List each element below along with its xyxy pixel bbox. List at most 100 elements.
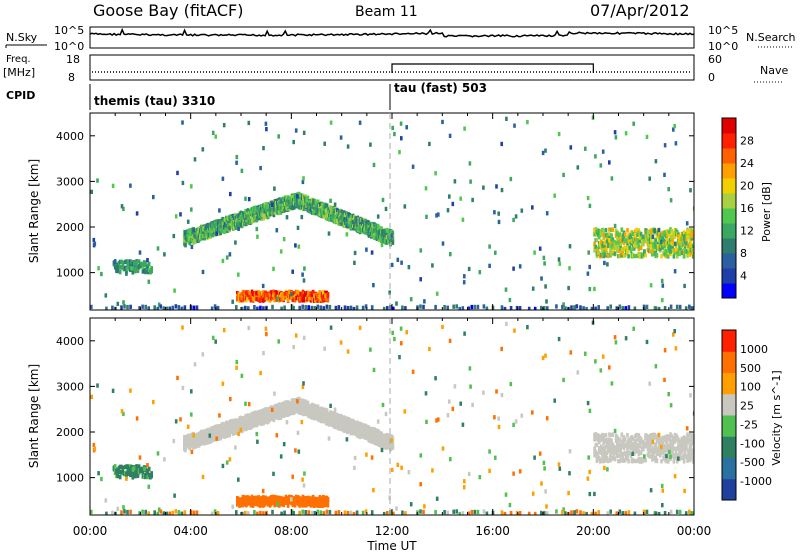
heatmap-cell (668, 229, 671, 234)
heatmap-cell (336, 412, 339, 417)
heatmap-cell (391, 240, 395, 245)
heatmap-cell (388, 290, 391, 295)
heatmap-cell (419, 277, 422, 282)
heatmap-cell (319, 305, 323, 310)
heatmap-cell (544, 148, 547, 153)
heatmap-cell (256, 306, 259, 310)
heatmap-cell (595, 237, 599, 242)
heatmap-cell (562, 172, 565, 178)
heatmap-cell (129, 262, 132, 267)
heatmap-cell (684, 306, 688, 310)
heatmap-cell (672, 254, 676, 259)
heatmap-cell (626, 235, 629, 240)
heatmap-cell (663, 143, 667, 148)
heatmap-cell (136, 268, 140, 274)
heatmap-cell (193, 157, 197, 162)
heatmap-cell (650, 234, 653, 240)
heatmap-cell (543, 306, 546, 310)
heatmap-cell (531, 286, 535, 291)
heatmap-cell (179, 212, 182, 217)
heatmap-cell (349, 225, 353, 230)
heatmap-cell (337, 305, 341, 310)
heatmap-cell (428, 141, 431, 147)
heatmap-cell (482, 304, 486, 309)
heatmap-cell (218, 429, 221, 435)
noise-right-tick-bottom: 10^0 (708, 40, 738, 53)
heatmap-cell (369, 142, 372, 147)
heatmap-cell (294, 128, 298, 133)
heatmap-cell (505, 116, 508, 121)
heatmap-cell (613, 245, 617, 250)
heatmap-cell (674, 141, 678, 146)
cpid-label: CPID (6, 89, 35, 102)
heatmap-cell (670, 241, 673, 246)
heatmap-cell (147, 306, 150, 310)
heatmap-cell (345, 232, 349, 237)
heatmap-cell (264, 290, 267, 295)
heatmap-cell (632, 121, 635, 126)
noise-left-tick-bottom: 10^0 (54, 40, 84, 53)
heatmap-cell (639, 245, 643, 250)
heatmap-cell (339, 135, 343, 140)
heatmap-cell (126, 266, 130, 271)
heatmap-cell (162, 306, 166, 310)
heatmap-cell (150, 269, 153, 274)
heatmap-cell (230, 216, 234, 221)
heatmap-cell (512, 266, 515, 271)
heatmap-cell (292, 139, 295, 145)
heatmap-cell (642, 304, 646, 309)
heatmap-cell (512, 217, 515, 223)
date-title: 07/Apr/2012 (590, 1, 690, 20)
heatmap-cell (257, 290, 261, 295)
heatmap-cell (690, 236, 694, 241)
heatmap-cell (329, 120, 333, 125)
heatmap-cell (441, 119, 444, 125)
heatmap-cell (325, 408, 329, 413)
heatmap-cell (297, 244, 301, 249)
colorbar-segment (722, 133, 736, 149)
heatmap-cell (620, 253, 624, 258)
heatmap-cell (594, 244, 598, 249)
heatmap-cell (265, 407, 269, 412)
heatmap-cell (90, 189, 93, 194)
heatmap-cell (569, 145, 573, 150)
heatmap-cell (129, 304, 132, 309)
heatmap-cell (230, 421, 234, 426)
heatmap-cell (518, 264, 522, 269)
heatmap-cell (689, 306, 693, 310)
heatmap-cell (678, 304, 682, 310)
colorbar-segment (722, 283, 736, 299)
heatmap-cell (617, 240, 620, 245)
heatmap-cell (617, 236, 620, 241)
heatmap-cell (633, 253, 636, 259)
heatmap-cell (610, 233, 613, 238)
heatmap-cell (393, 131, 396, 137)
heatmap-cell (476, 304, 480, 310)
heatmap-cell (654, 306, 658, 310)
heatmap-cell (435, 291, 439, 296)
heatmap-cell (671, 248, 675, 253)
heatmap-cell (235, 160, 238, 165)
heatmap-cell (434, 171, 437, 176)
heatmap-cell (181, 180, 185, 186)
heatmap-cell (152, 194, 155, 200)
heatmap-cell (542, 255, 546, 260)
colorbar-segment (722, 268, 736, 284)
heatmap-cell (273, 186, 276, 191)
heatmap-cell (183, 305, 187, 310)
heatmap-cell (685, 238, 688, 244)
heatmap-cell (247, 197, 251, 202)
heatmap-cell (400, 136, 403, 141)
heatmap-cell (504, 287, 508, 292)
heatmap-cell (343, 305, 347, 310)
heatmap-cell (192, 305, 196, 310)
heatmap-cell (669, 198, 673, 203)
heatmap-cell (661, 235, 664, 240)
heatmap-cell (635, 227, 638, 233)
heatmap-cell (508, 297, 512, 303)
heatmap-cell (685, 221, 689, 226)
heatmap-cell (685, 241, 688, 246)
heatmap-cell (153, 305, 156, 310)
velocity-cells (90, 320, 694, 515)
